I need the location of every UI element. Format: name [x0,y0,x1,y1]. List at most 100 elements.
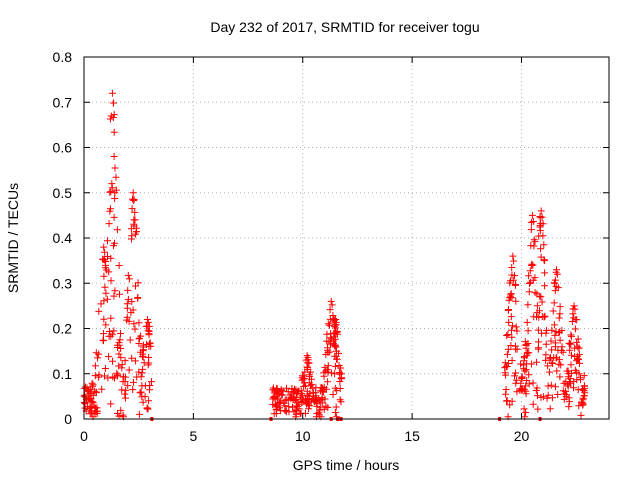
data-point [124,286,132,294]
data-point [106,115,114,123]
data-point [513,327,521,335]
data-point [580,372,588,380]
data-point [333,386,341,394]
data-point [121,390,129,398]
data-point [122,394,129,402]
data-point [527,242,535,250]
data-point [107,332,115,340]
data-point [101,365,109,372]
data-point [555,314,563,322]
data-point [521,367,529,375]
data-point [319,386,327,394]
data-point [131,325,139,333]
data-point [128,354,136,362]
data-point [504,360,512,367]
data-point [315,411,323,419]
data-point [338,370,345,378]
data-point [537,293,545,301]
data-point [82,383,89,391]
data-point [283,384,290,392]
data-point [124,382,132,390]
data-point [292,406,300,414]
data-point [527,218,535,226]
data-point [269,386,277,394]
data-point [299,372,307,380]
data-point [109,99,117,107]
data-point [112,186,120,194]
data-point [553,354,561,362]
data-point [551,276,559,284]
data-point [108,180,116,188]
data-point [269,395,277,403]
data-point [511,372,518,380]
data-point [553,367,561,375]
data-point [100,297,108,305]
data-point [148,378,155,386]
data-point [508,357,516,364]
data-point [305,405,313,413]
data-point [89,399,97,407]
data-point [144,405,152,413]
data-point [142,322,150,330]
data-point [533,384,541,392]
data-point [553,266,560,274]
data-point [501,359,509,367]
data-point [502,390,510,398]
data-point [146,339,154,347]
data-point [100,315,108,323]
data-point [549,307,557,315]
y-tick-label: 0.5 [53,185,73,201]
data-point [319,387,326,395]
data-point [331,342,339,350]
data-point [141,392,149,400]
data-point [522,390,530,398]
y-tick-label: 0 [64,411,72,427]
data-point [332,318,340,326]
data-point [282,408,290,416]
data-point [129,386,137,394]
data-point [329,312,337,319]
data-point [101,372,108,380]
data-point [95,371,103,379]
data-point [508,333,516,341]
data-point [81,400,89,408]
data-point [568,332,575,340]
data-point [301,368,309,376]
data-point [526,278,534,286]
data-point [316,403,324,411]
data-point [102,321,110,329]
y-tick-label: 0.3 [53,275,73,291]
data-point [538,213,546,221]
data-point [109,373,117,381]
data-point [546,405,554,413]
data-point [505,318,513,326]
data-point [509,252,517,260]
data-point [102,289,110,297]
data-point [508,326,515,334]
data-point [137,373,145,381]
data-point [571,305,579,313]
data-point [542,351,550,359]
data-point [538,298,546,306]
data-point [285,403,293,411]
data-point [546,368,553,376]
data-point [130,320,138,328]
data-point [128,235,135,243]
data-point [275,388,283,396]
data-point [544,391,552,399]
data-point [523,349,531,357]
data-point [534,326,542,334]
data-point [131,208,139,216]
data-point [529,400,537,408]
data-point [517,360,525,368]
data-point [507,290,515,298]
y-tick-label: 0.1 [53,366,73,382]
data-point [121,357,129,365]
data-point [531,289,539,297]
data-point [522,342,530,349]
data-point [504,345,512,353]
data-point [526,267,534,275]
data-point [291,397,299,404]
y-tick-label: 0.7 [53,94,73,110]
data-point [504,331,512,338]
